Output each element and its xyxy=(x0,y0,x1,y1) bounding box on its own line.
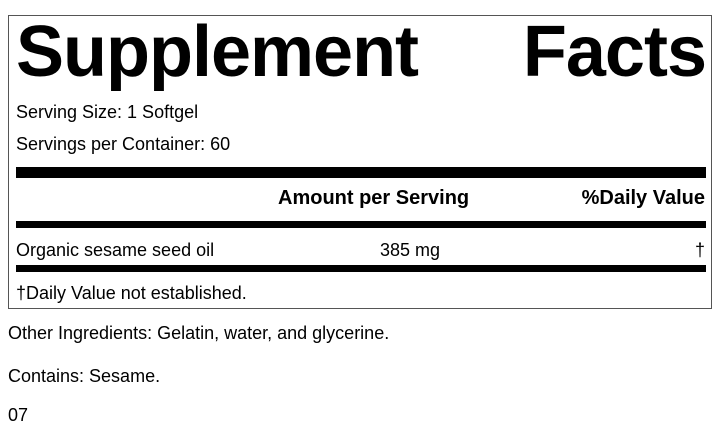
servings-per-container: Servings per Container: 60 xyxy=(16,134,231,154)
amount-header: Amount per Serving xyxy=(278,187,470,209)
thick-rule xyxy=(16,167,706,178)
other-ingredients: Other Ingredients: Gelatin, water, and g… xyxy=(8,323,390,343)
ingredient-daily-value: † xyxy=(694,240,705,260)
medium-rule xyxy=(16,265,706,272)
medium-rule xyxy=(16,221,706,228)
daily-value-header: %Daily Value xyxy=(581,187,705,209)
allergen-statement: Contains: Sesame. xyxy=(8,366,161,386)
serving-size: Serving Size: 1 Softgel xyxy=(16,102,199,122)
ingredient-amount: 385 mg xyxy=(379,240,441,260)
ingredient-name: Organic sesame seed oil xyxy=(16,240,215,260)
facts-panel xyxy=(8,15,712,309)
footnote: †Daily Value not established. xyxy=(16,283,247,303)
product-code: 07 xyxy=(8,405,29,425)
panel-title: Supplement Facts xyxy=(16,12,707,92)
